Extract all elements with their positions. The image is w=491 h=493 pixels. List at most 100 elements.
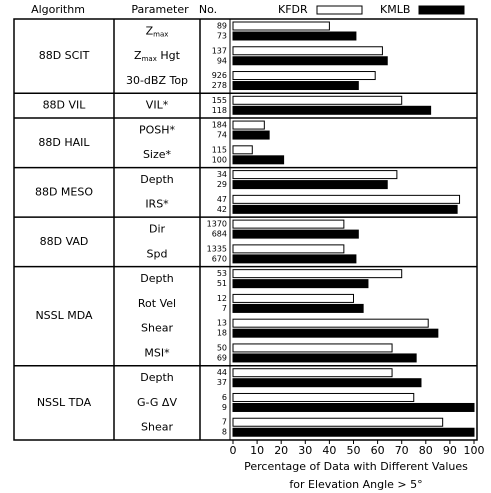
bar [232,46,383,56]
x-tick-label: 40 [322,444,336,457]
parameter-label: Depth [140,371,174,384]
algorithm-label: NSSL MDA [35,309,93,322]
bar [232,56,388,66]
bar [232,180,388,190]
parameter-text: Depth [140,371,174,384]
parameter-subscript: max [142,55,157,63]
count-label: 670 [212,254,227,263]
parameter-label: Dir [149,223,166,236]
count-label: 184 [212,121,227,130]
parameter-text: Rot Vel [138,297,176,310]
legend-swatch [418,5,465,15]
bar [232,194,461,204]
count-label: 18 [217,329,227,338]
x-axis-label: for Elevation Angle > 5° [289,478,422,491]
algorithm-label: NSSL TDA [37,396,92,409]
count-label: 1370 [207,220,227,229]
parameter-label: Size* [143,148,172,161]
x-tick-label: 80 [419,444,433,457]
parameter-text: Dir [149,223,166,236]
count-label: 74 [217,131,227,140]
parameter-text: MSI* [144,346,170,359]
header-parameter: Parameter [131,3,189,16]
parameter-text: IRS* [145,198,169,211]
algorithm-label: 88D VIL [43,99,87,112]
parameter-text: 30-dBZ Top [126,74,188,87]
parameter-label: Zmax [146,24,169,38]
parameter-text: Shear [141,322,173,335]
bar [232,269,403,279]
count-label: 13 [217,319,227,328]
bar [232,303,364,313]
parameter-text: Depth [140,173,174,186]
bar [232,120,265,130]
bar [232,427,475,437]
bar [232,229,359,239]
bar [232,279,369,289]
count-label: 89 [217,22,227,31]
bar [232,318,429,328]
count-label: 7 [222,304,227,313]
x-axis-label: Percentage of Data with Different Values [244,460,468,473]
x-tick-label: 60 [371,444,385,457]
parameter-label: VIL* [146,99,169,112]
parameter-label: 30-dBZ Top [126,74,188,87]
legend-swatch [316,5,363,15]
count-label: 69 [217,353,227,362]
count-label: 51 [217,279,227,288]
parameter-text: POSH* [139,123,176,136]
parameter-label: Depth [140,173,174,186]
bar [232,353,417,363]
bar [232,417,444,427]
x-tick-label: 100 [464,444,485,457]
parameter-text: Z [134,49,142,62]
bar [232,402,475,412]
count-label: 8 [222,428,227,437]
bar [232,204,458,214]
count-label: 100 [212,155,227,164]
parameter-label: G-G ΔV [137,396,177,409]
algorithm-label: 88D SCIT [39,49,90,62]
count-label: 50 [217,343,227,352]
x-tick-label: 20 [274,444,288,457]
parameter-text: Z [146,24,154,37]
count-label: 34 [217,170,227,179]
bar [232,31,357,41]
parameter-label: Shear [141,322,173,335]
count-label: 7 [222,418,227,427]
count-label: 118 [212,106,227,115]
bar [232,328,439,338]
count-label: 155 [212,96,227,105]
legend-label: KMLB [380,3,410,16]
header-number: No. [199,3,217,16]
count-label: 37 [217,378,227,387]
parameter-text: Spd [147,247,168,260]
count-label: 12 [217,294,227,303]
bar [232,155,285,165]
count-label: 42 [217,205,227,214]
count-label: 6 [222,393,227,402]
bar [232,130,270,140]
count-label: 94 [217,56,227,65]
bar [232,105,432,115]
bar [232,95,403,105]
parameter-text: Shear [141,421,173,434]
count-label: 47 [217,195,227,204]
parameter-label: Depth [140,272,174,285]
parameter-label: Rot Vel [138,297,176,310]
algorithm-label: 88D MESO [35,185,93,198]
bar [232,244,345,254]
algorithm-label: 88D HAIL [38,136,90,149]
bar [232,170,398,180]
bar [232,392,415,402]
parameter-label: Spd [147,247,168,260]
x-tick-label: 70 [395,444,409,457]
count-label: 29 [217,180,227,189]
parameter-subscript: max [153,30,168,38]
x-tick-label: 10 [250,444,264,457]
bar [232,254,357,264]
count-label: 1335 [207,244,227,253]
x-tick-label: 0 [230,444,237,457]
bar [232,145,253,155]
bar [232,293,354,303]
